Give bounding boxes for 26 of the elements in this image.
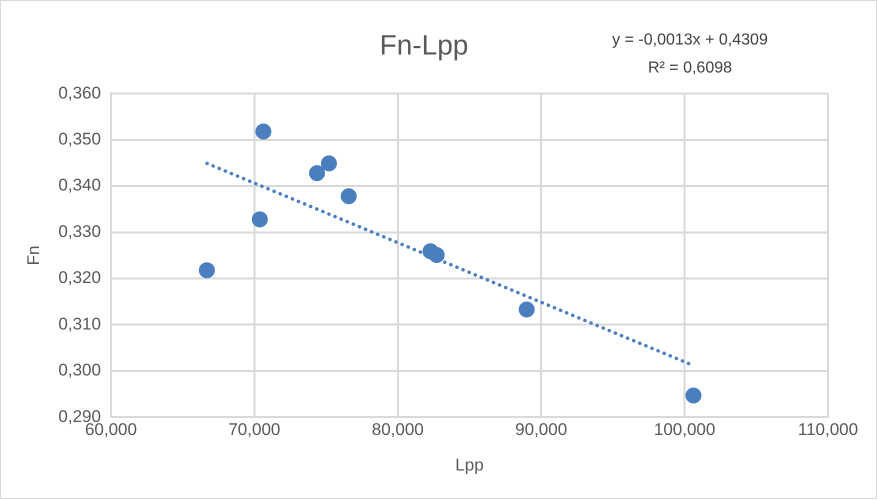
- point: [309, 165, 326, 182]
- y-tick-label: 0,350: [58, 130, 101, 149]
- chart-title: Fn-Lpp: [380, 30, 468, 61]
- point: [252, 211, 268, 228]
- x-tick-label: 80,000: [372, 420, 424, 440]
- point: [685, 387, 702, 404]
- point: [340, 188, 357, 204]
- y-tick-label: 0,360: [58, 83, 101, 102]
- x-tick-label: 70,000: [228, 420, 280, 440]
- y-tick-label: 0,340: [58, 176, 101, 195]
- x-axis-title: Lpp: [455, 455, 484, 474]
- y-tick-label: 0,330: [58, 222, 101, 241]
- point: [198, 262, 215, 278]
- y-tick-label: 0,310: [58, 314, 101, 334]
- x-tick-label: 90,000: [515, 420, 568, 440]
- y-tick-label: 0,320: [58, 268, 101, 288]
- text: R² = 0,6098: [648, 59, 732, 76]
- text: y = -0,0013x + 0,4309: [612, 31, 768, 48]
- x-tick-label: 100,000: [654, 420, 716, 440]
- point: [428, 246, 445, 263]
- x-tick-label: 110,000: [798, 420, 858, 440]
- point: [320, 155, 337, 172]
- y-axis-title: Fn: [24, 245, 43, 266]
- y-tick-label: 0,300: [58, 360, 101, 380]
- point: [255, 124, 272, 140]
- point: [518, 301, 535, 318]
